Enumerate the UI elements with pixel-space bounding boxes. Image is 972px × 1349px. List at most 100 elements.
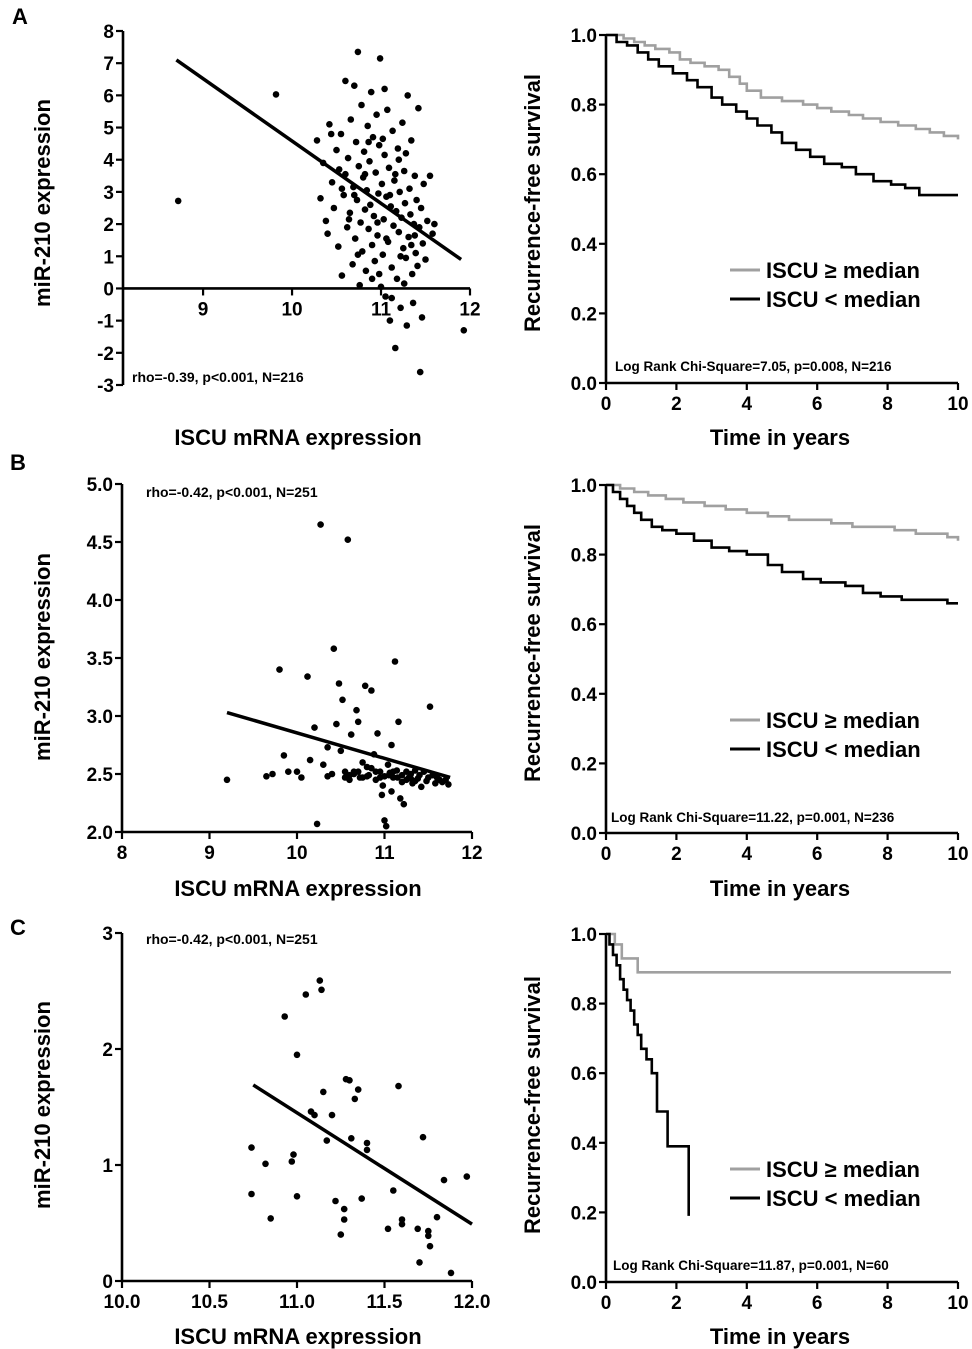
km-b-legend-low-label: ISCU < median (766, 737, 921, 762)
scatter-a-point (375, 190, 382, 197)
km-a-x-tick-label: 6 (812, 394, 823, 415)
scatter-c-y-tick-label: 3 (102, 924, 113, 945)
scatter-a-point (377, 283, 385, 291)
scatter-b-point (368, 764, 375, 772)
scatter-c-point (281, 1013, 289, 1020)
scatter-a-point (401, 199, 409, 207)
scatter-b-y-title: miR-210 expression (30, 553, 55, 761)
scatter-b-point (395, 718, 402, 726)
scatter-b-point (376, 768, 384, 775)
scatter-a-point (370, 212, 378, 220)
km-b-x-tick-label: 2 (671, 844, 682, 865)
scatter-c-regression-line (252, 1083, 473, 1226)
scatter-a-point (349, 261, 356, 268)
scatter-a-point (395, 156, 403, 163)
km-c-legend-low-label: ISCU < median (766, 1186, 921, 1211)
scatter-c-point (348, 1135, 355, 1142)
scatter-b-point (353, 706, 360, 714)
scatter-a-point (400, 244, 407, 252)
panel-letter-a: A (12, 4, 28, 29)
scatter-c-point (416, 1259, 423, 1266)
scatter-a-y-tick-label: 8 (103, 22, 114, 43)
scatter-a-point (394, 145, 402, 152)
scatter-b-point (330, 645, 338, 652)
km-a-annotation: Log Rank Chi-Square=7.05, p=0.008, N=216 (615, 359, 892, 374)
scatter-c-point (340, 1216, 348, 1223)
scatter-b-point (378, 791, 386, 799)
scatter-c-point (248, 1144, 255, 1151)
scatter-c-point (332, 1197, 339, 1205)
scatter-b-point (391, 658, 399, 665)
km-b-x-tick-label: 10 (947, 844, 968, 865)
scatter-c-point (398, 1216, 406, 1223)
km-a-y-tick-label: 0.6 (571, 165, 597, 186)
scatter-a-point (418, 314, 426, 321)
km-c-x-title: Time in years (710, 1324, 850, 1349)
km-plot-b: Recurrence-free survival Time in years L… (520, 476, 969, 901)
km-c-y-tick-label: 0.8 (571, 995, 597, 1016)
scatter-a-point (345, 216, 353, 223)
scatter-c-point (419, 1133, 427, 1141)
scatter-a-point (322, 217, 330, 225)
scatter-c-point (288, 1158, 296, 1165)
km-b-x-tick-label: 6 (812, 844, 823, 865)
scatter-a-point (365, 225, 372, 233)
scatter-b-point (372, 776, 380, 784)
km-plot-c: Recurrence-free survival Time in years L… (520, 925, 969, 1349)
scatter-a-point (379, 251, 387, 258)
km-c-y-tick-label: 0.2 (571, 1203, 597, 1224)
scatter-a-point (365, 138, 372, 146)
scatter-c-point (320, 1088, 327, 1096)
scatter-c-point (328, 1111, 336, 1119)
scatter-b-regression-line (226, 710, 451, 780)
scatter-b-point (384, 761, 392, 768)
scatter-c-point (248, 1190, 255, 1198)
scatter-a-y-tick-label: -2 (97, 344, 114, 365)
km-a-y-title: Recurrence-free survival (520, 74, 545, 332)
scatter-b-point (354, 768, 362, 775)
scatter-c-y-title: miR-210 expression (30, 1001, 55, 1209)
km-c-y-tick-label: 0.4 (571, 1134, 598, 1155)
scatter-a-point (426, 172, 434, 180)
scatter-b-point (426, 703, 434, 710)
scatter-b-point (407, 775, 415, 782)
km-c-x-tick-label: 8 (882, 1293, 893, 1314)
scatter-c-point (440, 1176, 448, 1184)
scatter-a-point (389, 127, 396, 135)
scatter-c-point (351, 1095, 359, 1103)
scatter-a-point (396, 188, 404, 196)
scatter-b-point (398, 778, 406, 786)
scatter-c-point (426, 1242, 434, 1250)
scatter-b-y-tick-label: 2.5 (87, 765, 114, 786)
scatter-a-point (361, 206, 369, 213)
scatter-a-point (420, 180, 428, 188)
scatter-c-point (340, 1205, 348, 1213)
scatter-a-y-tick-label: 4 (103, 151, 114, 172)
km-c-x-tick-label: 2 (671, 1293, 682, 1314)
scatter-b-point (363, 773, 371, 780)
scatter-a-point (351, 82, 358, 89)
scatter-a-point (416, 368, 424, 376)
scatter-b-point (285, 768, 292, 775)
scatter-b-y-tick-label: 4.0 (87, 591, 113, 612)
km-b-y-tick-label: 0.2 (571, 754, 597, 775)
scatter-a-point (371, 257, 379, 265)
scatter-b-point (311, 724, 318, 731)
scatter-a-point (386, 191, 394, 199)
scatter-a-point (330, 204, 338, 212)
km-b-legend: ISCU ≥ median ISCU < median (730, 708, 921, 762)
km-a-y-tick-label: 0.4 (571, 235, 598, 256)
scatter-a-point (382, 293, 389, 300)
scatter-c-point (293, 1193, 301, 1200)
km-c-legend-high-label: ISCU ≥ median (766, 1157, 920, 1182)
scatter-b-x-title: ISCU mRNA expression (174, 876, 421, 901)
scatter-a-y-tick-label: 6 (103, 86, 114, 107)
scatter-a-point (414, 262, 421, 270)
scatter-b-point (347, 731, 355, 738)
scatter-b-y-tick-label: 3.0 (87, 707, 113, 728)
scatter-a-point (362, 267, 370, 275)
scatter-a-point (354, 48, 362, 56)
scatter-b-point (335, 680, 343, 687)
panel-letter-b: B (10, 450, 26, 475)
